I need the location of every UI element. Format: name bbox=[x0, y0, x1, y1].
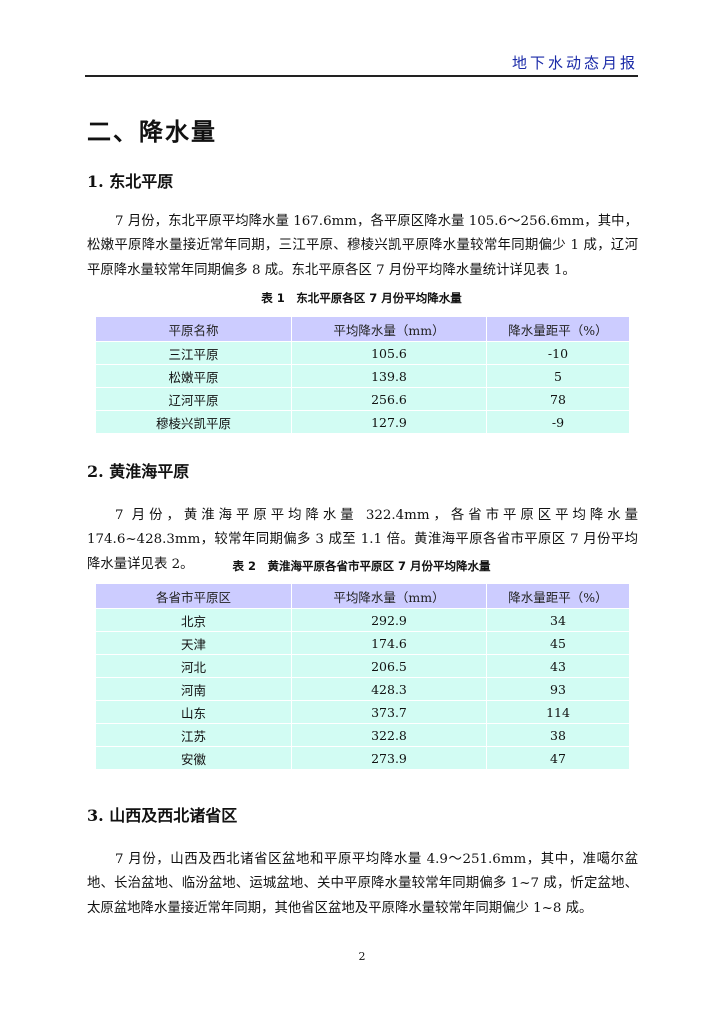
table-cell: 322.8 bbox=[291, 723, 487, 747]
table-cell: 38 bbox=[486, 723, 630, 747]
table-row: 江苏 322.8 38 bbox=[95, 723, 630, 747]
table-cell: 松嫩平原 bbox=[95, 364, 292, 388]
table-cell: 江苏 bbox=[95, 723, 292, 747]
table-cell: 47 bbox=[486, 746, 630, 770]
table-cell: 穆棱兴凯平原 bbox=[95, 410, 292, 434]
table-cell: 河南 bbox=[95, 677, 292, 701]
table-caption: 表 1 东北平原各区 7 月份平均降水量 bbox=[261, 291, 462, 305]
header-rule bbox=[85, 75, 638, 77]
table-row: 河北 206.5 43 bbox=[95, 654, 630, 678]
page-number: 2 bbox=[358, 950, 366, 963]
column-header: 各省市平原区 bbox=[95, 583, 292, 609]
running-header: 地下水动态月报 bbox=[511, 54, 638, 72]
subsection-title: 1. 东北平原 bbox=[87, 172, 174, 191]
table-cell: 114 bbox=[486, 700, 630, 724]
table-cell: -9 bbox=[486, 410, 630, 434]
table-cell: 43 bbox=[486, 654, 630, 678]
table-cell: 256.6 bbox=[291, 387, 487, 411]
section-title: 二、降水量 bbox=[87, 117, 217, 146]
subsection-title: 2. 黄淮海平原 bbox=[87, 462, 190, 481]
table-northeast-plain: 平原名称 平均降水量（mm） 降水量距平（%） 三江平原 105.6 -10 松嫩平原… bbox=[95, 316, 630, 434]
table-row: 北京 292.9 34 bbox=[95, 608, 630, 632]
table-cell: 105.6 bbox=[291, 341, 487, 365]
table-cell: 174.6 bbox=[291, 631, 487, 655]
table-cell: 安徽 bbox=[95, 746, 292, 770]
table-cell: 河北 bbox=[95, 654, 292, 678]
table-cell: 273.9 bbox=[291, 746, 487, 770]
paragraph: 7 月份，黄淮海平原平均降水量 322.4mm，各省市平原区平均降水量 174.… bbox=[87, 508, 638, 572]
table-caption: 表 2 黄淮海平原各省市平原区 7 月份平均降水量 bbox=[232, 559, 491, 573]
table-row: 山东 373.7 114 bbox=[95, 700, 630, 724]
table-cell: 127.9 bbox=[291, 410, 487, 434]
table-cell: 93 bbox=[486, 677, 630, 701]
table-cell: 三江平原 bbox=[95, 341, 292, 365]
table-header-row: 各省市平原区 平均降水量（mm） 降水量距平（%） bbox=[95, 583, 630, 609]
table-cell: -10 bbox=[486, 341, 630, 365]
column-header: 平原名称 bbox=[95, 316, 292, 342]
column-header: 降水量距平（%） bbox=[486, 583, 630, 609]
table-huanghuaihai-plain: 各省市平原区 平均降水量（mm） 降水量距平（%） 北京 292.9 34 天津 174… bbox=[95, 583, 630, 770]
column-header: 平均降水量（mm） bbox=[291, 583, 487, 609]
table-cell: 292.9 bbox=[291, 608, 487, 632]
table-row: 辽河平原 256.6 78 bbox=[95, 387, 630, 411]
table-row: 天津 174.6 45 bbox=[95, 631, 630, 655]
column-header: 平均降水量（mm） bbox=[291, 316, 487, 342]
table-cell: 山东 bbox=[95, 700, 292, 724]
table-cell: 206.5 bbox=[291, 654, 487, 678]
table-row: 穆棱兴凯平原 127.9 -9 bbox=[95, 410, 630, 434]
paragraph: 7 月份，东北平原平均降水量 167.6mm，各平原区降水量 105.6～256… bbox=[87, 214, 638, 278]
table-header-row: 平原名称 平均降水量（mm） 降水量距平（%） bbox=[95, 316, 630, 342]
table-cell: 45 bbox=[486, 631, 630, 655]
table-cell: 辽河平原 bbox=[95, 387, 292, 411]
table-cell: 428.3 bbox=[291, 677, 487, 701]
table-row: 三江平原 105.6 -10 bbox=[95, 341, 630, 365]
table-cell: 5 bbox=[486, 364, 630, 388]
column-header: 降水量距平（%） bbox=[486, 316, 630, 342]
subsection-title: 3. 山西及西北诸省区 bbox=[87, 806, 238, 825]
table-cell: 373.7 bbox=[291, 700, 487, 724]
table-cell: 78 bbox=[486, 387, 630, 411]
table-row: 河南 428.3 93 bbox=[95, 677, 630, 701]
table-cell: 北京 bbox=[95, 608, 292, 632]
table-cell: 34 bbox=[486, 608, 630, 632]
table-cell: 139.8 bbox=[291, 364, 487, 388]
table-cell: 天津 bbox=[95, 631, 292, 655]
paragraph: 7 月份，山西及西北诸省区盆地和平原平均降水量 4.9～251.6mm，其中，准… bbox=[87, 852, 638, 916]
table-row: 松嫩平原 139.8 5 bbox=[95, 364, 630, 388]
table-row: 安徽 273.9 47 bbox=[95, 746, 630, 770]
